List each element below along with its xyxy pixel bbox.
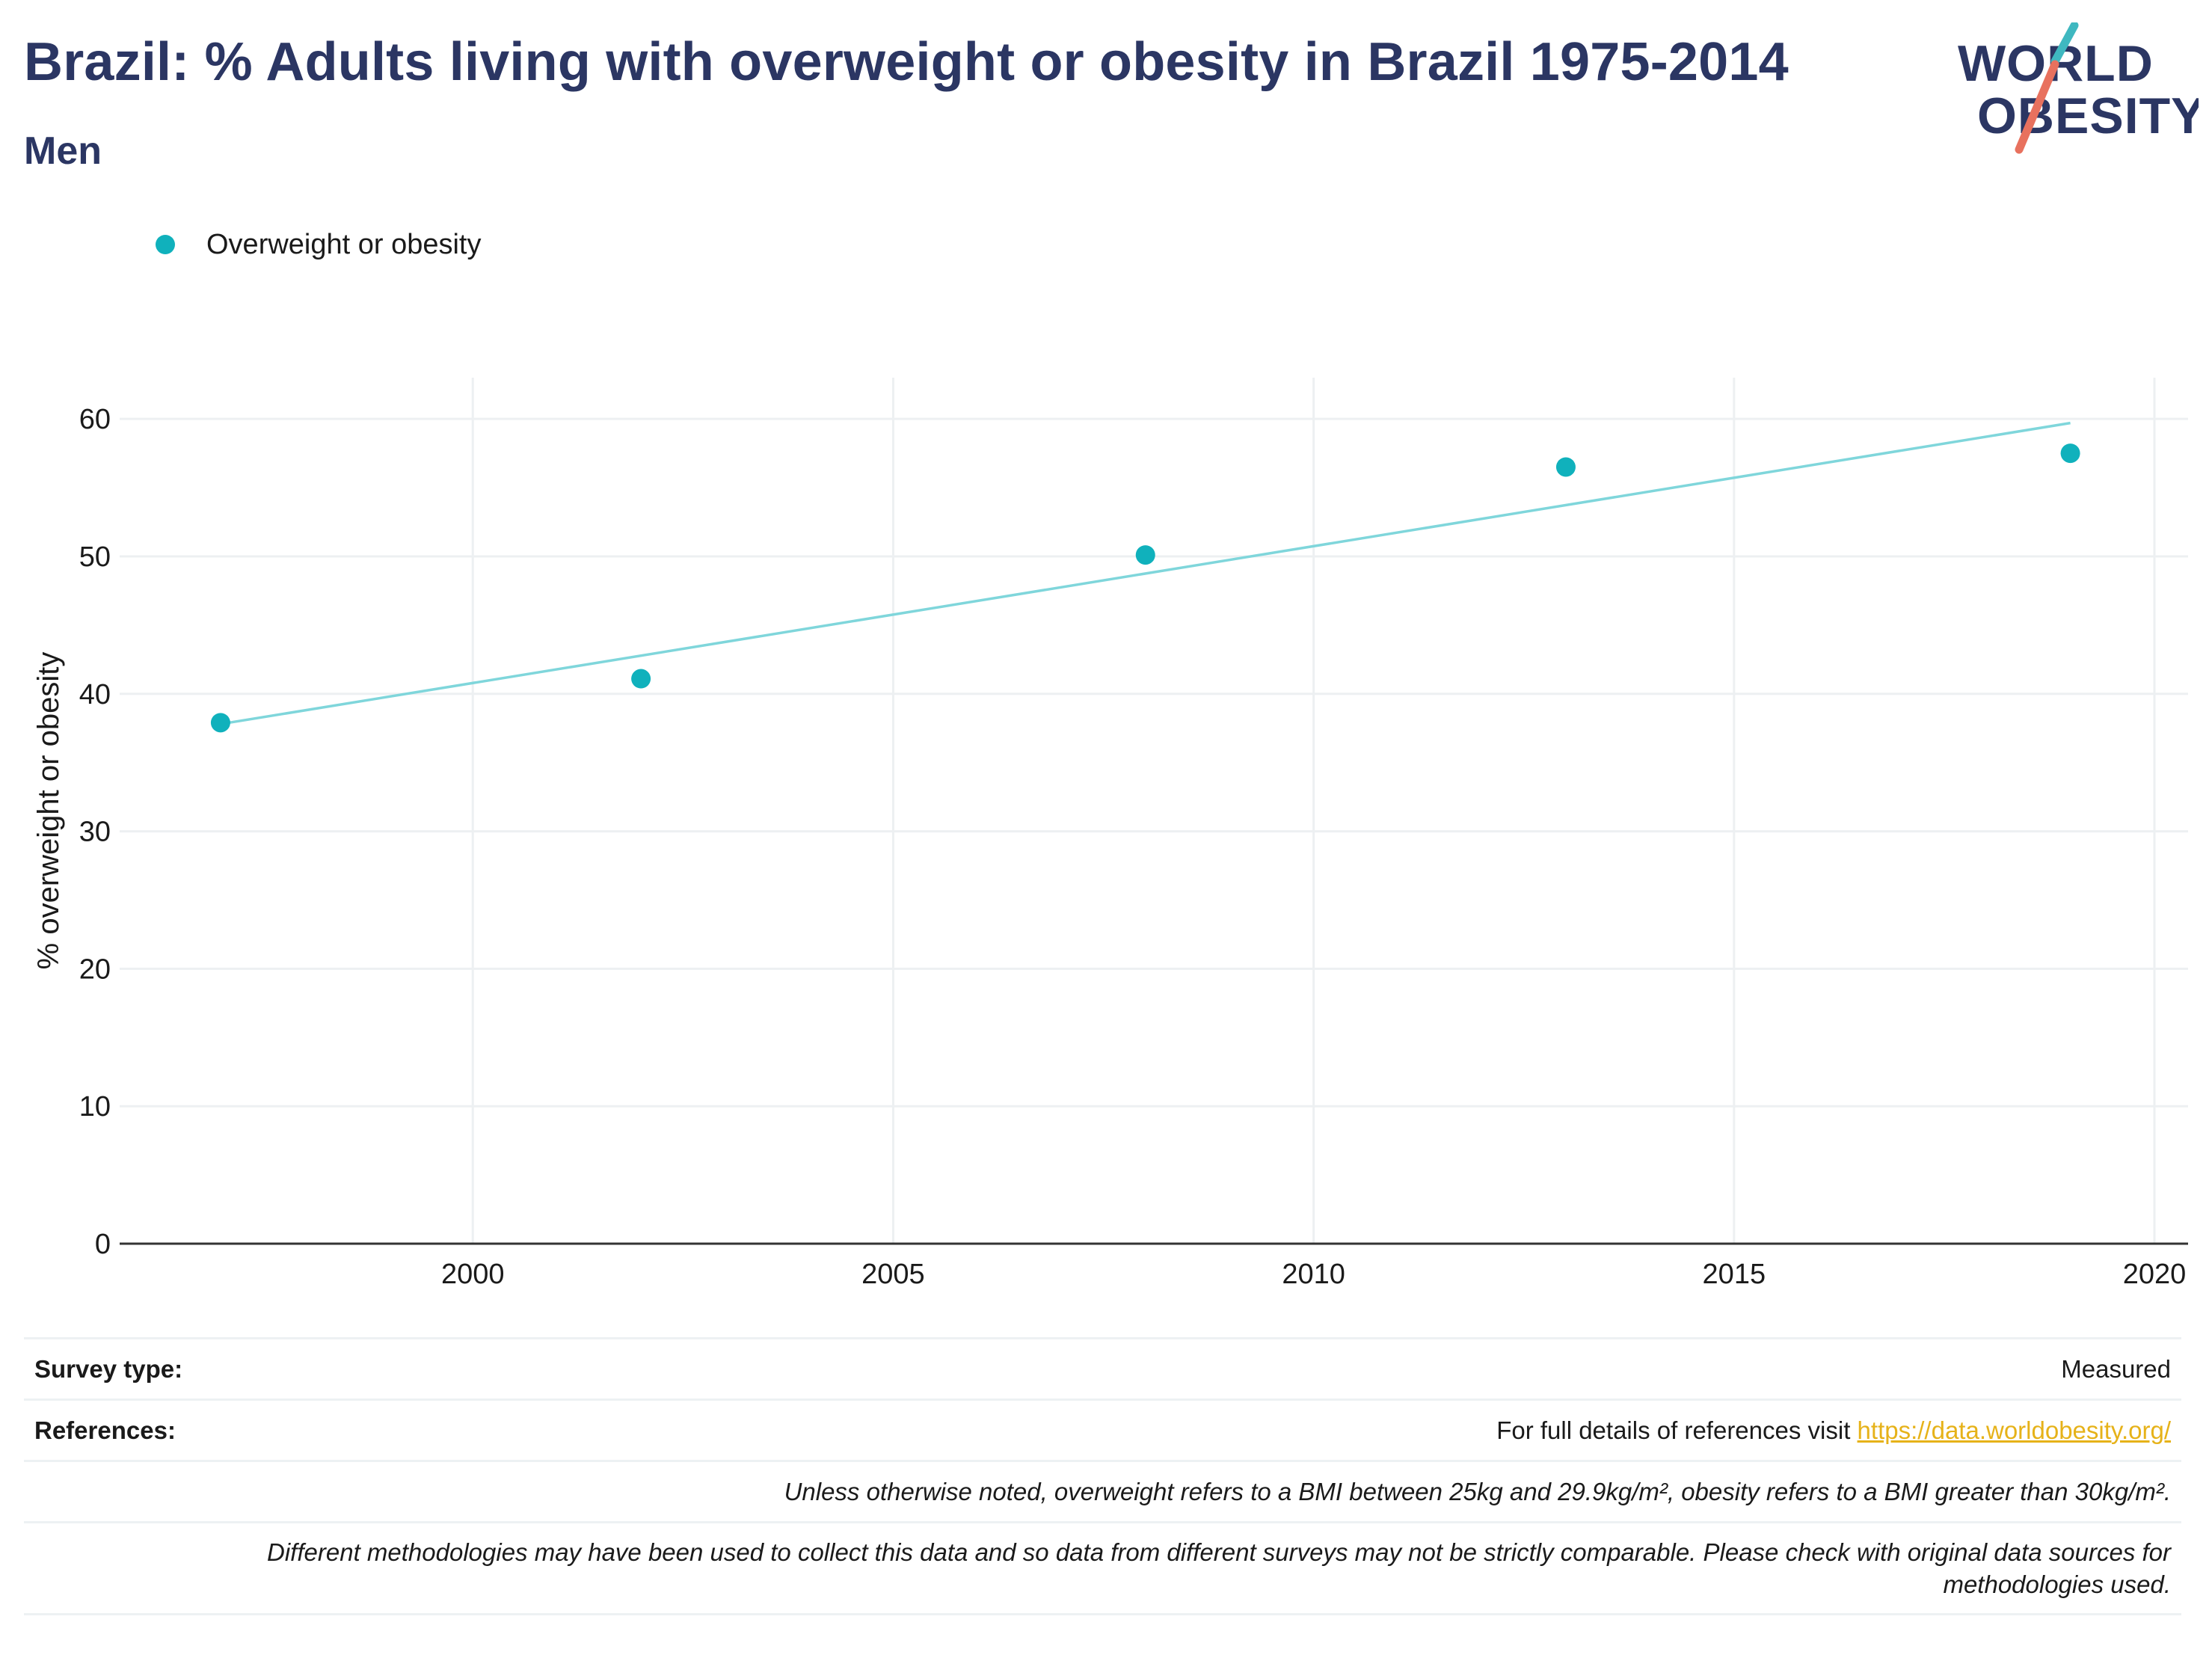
bmi-note: Unless otherwise noted, overweight refer… (784, 1477, 2171, 1505)
x-tick-label: 2005 (861, 1259, 925, 1290)
chart-footer: Survey type: Measured References: For fu… (24, 1337, 2181, 1615)
data-point (1135, 545, 1155, 565)
survey-type-label: Survey type: (34, 1354, 183, 1383)
y-axis-label: % overweight or obesity (32, 652, 65, 970)
chart-legend[interactable]: Overweight or obesity (156, 226, 482, 263)
chart-title: Brazil: % Adults living with overweight … (24, 32, 1789, 92)
survey-type-row: Survey type: Measured (24, 1337, 2181, 1398)
data-point (210, 713, 230, 733)
references-text: For full details of references visit (1496, 1416, 1858, 1444)
y-tick-label: 20 (79, 954, 111, 985)
data-point (2060, 443, 2080, 464)
x-tick-label: 2010 (1282, 1259, 1345, 1290)
references-label: References: (34, 1416, 176, 1444)
legend-label: Overweight or obesity (206, 228, 482, 260)
y-tick-label: 40 (79, 679, 111, 710)
logo-slash-coral (2015, 60, 2059, 154)
x-tick-label: 2020 (2123, 1259, 2187, 1290)
svg-text:OBESITY: OBESITY (1977, 87, 2199, 144)
survey-type-value: Measured (2061, 1354, 2171, 1383)
world-obesity-logo: WORLD OBESITY (1958, 22, 2199, 154)
methodology-note-line2: methodologies used. (1943, 1570, 2171, 1598)
chart-subtitle: Men (24, 129, 102, 173)
references-row: References: For full details of referenc… (24, 1398, 2181, 1460)
references-link[interactable]: https://data.worldobesity.org/ (1857, 1416, 2171, 1444)
data-point (1555, 457, 1576, 477)
scatter-chart: 0 10 20 30 40 50 60 2000 2005 2010 2015 2020 % overw… (32, 378, 2188, 1290)
trend-line (220, 421, 2071, 725)
logo-slash-teal (2050, 22, 2079, 66)
y-tick-label: 10 (79, 1091, 111, 1123)
methodology-note-row: Different methodologies may have been us… (24, 1521, 2181, 1615)
y-tick-label: 50 (79, 541, 111, 573)
y-tick-label: 60 (79, 404, 111, 435)
x-tick-label: 2000 (441, 1259, 505, 1290)
y-tick-label: 30 (79, 817, 111, 848)
bmi-note-row: Unless otherwise noted, overweight refer… (24, 1460, 2181, 1521)
methodology-note-line1: Different methodologies may have been us… (267, 1538, 2171, 1566)
references-info: For full details of references visit htt… (1496, 1416, 2171, 1445)
methodology-note: Different methodologies may have been us… (267, 1536, 2171, 1600)
x-tick-label: 2015 (1703, 1259, 1766, 1290)
y-tick-label: 0 (95, 1229, 111, 1260)
data-point (631, 669, 651, 689)
legend-marker (156, 235, 175, 254)
